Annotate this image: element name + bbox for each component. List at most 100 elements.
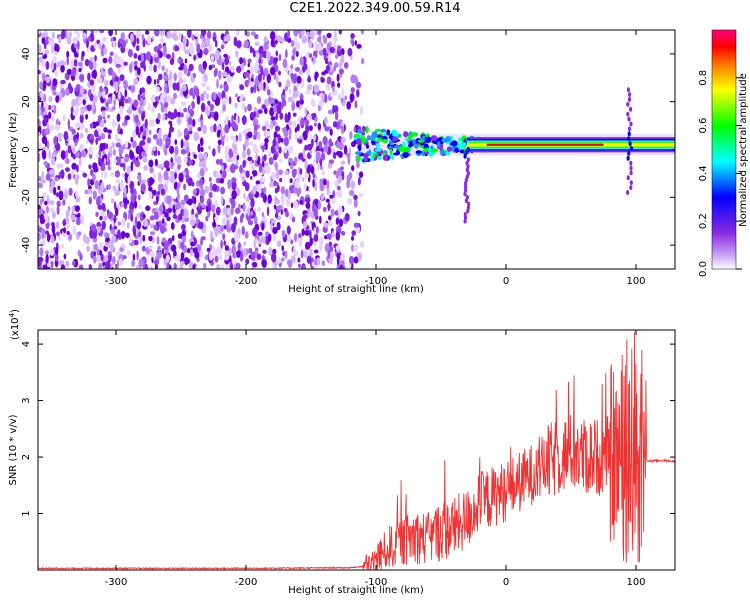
heatmap-cell bbox=[51, 43, 54, 54]
heatmap-cell bbox=[38, 209, 43, 216]
heatmap-cell bbox=[107, 158, 110, 167]
heatmap-cell bbox=[288, 158, 294, 163]
signal-blob bbox=[391, 154, 395, 161]
heatmap-cell bbox=[117, 66, 121, 74]
heatmap-cell bbox=[178, 42, 182, 49]
heatmap-cell bbox=[223, 224, 227, 230]
y-tick-label: 20 bbox=[21, 95, 32, 108]
heatmap-cell bbox=[44, 116, 48, 126]
heatmap-cell bbox=[282, 89, 286, 96]
heatmap-cell bbox=[222, 104, 226, 112]
heatmap-cell bbox=[74, 177, 79, 185]
heatmap-cell bbox=[274, 266, 277, 269]
heatmap-cell bbox=[239, 57, 243, 65]
heatmap-cell bbox=[326, 187, 330, 194]
heatmap-cell bbox=[284, 86, 289, 91]
heatmap-cell bbox=[57, 185, 61, 191]
heatmap-cell bbox=[282, 127, 287, 133]
heatmap-cell bbox=[311, 57, 314, 62]
heatmap-cell bbox=[338, 264, 344, 269]
signal-blob bbox=[461, 142, 467, 146]
spike-mark bbox=[626, 111, 630, 117]
heatmap-cell bbox=[152, 189, 157, 196]
heatmap-cell bbox=[219, 84, 223, 89]
heatmap-cell bbox=[260, 177, 266, 183]
heatmap-cell bbox=[44, 200, 48, 206]
heatmap-cell bbox=[65, 215, 70, 225]
heatmap-cell bbox=[321, 260, 326, 266]
heatmap-cell bbox=[132, 253, 136, 261]
heatmap-cell bbox=[315, 226, 319, 235]
heatmap-cell bbox=[311, 266, 314, 269]
heatmap-cell bbox=[336, 185, 341, 191]
y-tick-label: -20 bbox=[21, 189, 32, 205]
heatmap-cell bbox=[182, 78, 187, 83]
heatmap-cell bbox=[191, 208, 195, 216]
heatmap-cell bbox=[303, 214, 308, 220]
heatmap-cell bbox=[153, 53, 159, 58]
heatmap-cell bbox=[226, 207, 232, 216]
colorbar-label: Normalized spectral amplitude bbox=[738, 73, 749, 227]
heatmap-cell bbox=[133, 78, 139, 85]
heatmap-cell bbox=[231, 177, 237, 184]
heatmap-cell bbox=[121, 40, 127, 48]
heatmap-cell bbox=[87, 188, 93, 195]
heatmap-cell bbox=[231, 222, 236, 233]
heatmap-cell bbox=[135, 30, 142, 39]
heatmap-cell bbox=[154, 263, 158, 269]
heatmap-cell bbox=[113, 159, 118, 164]
heatmap-cell bbox=[156, 251, 162, 259]
heatmap-cell bbox=[77, 231, 82, 236]
heatmap-cell bbox=[200, 119, 203, 129]
heatmap-cell bbox=[96, 196, 101, 207]
heatmap-cell bbox=[55, 192, 60, 198]
heatmap-cell bbox=[66, 68, 72, 76]
heatmap-cell bbox=[280, 186, 286, 195]
spike-mark bbox=[466, 147, 470, 152]
heatmap-cell bbox=[261, 104, 266, 110]
heatmap-cell bbox=[296, 124, 300, 132]
heatmap-cell bbox=[148, 159, 154, 168]
heatmap-cell bbox=[267, 194, 272, 204]
heatmap-cell bbox=[108, 145, 113, 155]
heatmap-cell bbox=[99, 216, 103, 221]
heatmap-cell bbox=[70, 169, 75, 176]
heatmap-cell bbox=[215, 177, 221, 184]
heatmap-cell bbox=[48, 96, 53, 103]
heatmap-cell bbox=[77, 249, 81, 257]
signal-blob bbox=[368, 149, 372, 157]
heatmap-cell bbox=[326, 32, 332, 39]
heatmap-cell bbox=[214, 40, 218, 48]
heatmap-cell bbox=[151, 94, 157, 103]
heatmap-cell bbox=[292, 200, 299, 209]
heatmap-cell bbox=[246, 195, 250, 203]
heatmap-cell bbox=[52, 211, 56, 219]
multiplier-label: (x104) bbox=[8, 309, 21, 340]
heatmap-cell bbox=[300, 117, 305, 127]
heatmap-cell bbox=[324, 144, 329, 153]
heatmap-cell bbox=[327, 250, 331, 259]
heatmap-cell bbox=[235, 93, 238, 98]
heatmap-cell bbox=[249, 81, 255, 89]
heatmap-cell bbox=[82, 172, 88, 178]
heatmap-cell bbox=[292, 73, 297, 84]
heatmap-cell bbox=[320, 165, 323, 170]
heatmap-cell bbox=[204, 167, 208, 172]
heatmap-cell bbox=[72, 153, 76, 160]
heatmap-cell bbox=[241, 102, 246, 111]
heatmap-cell bbox=[208, 191, 213, 199]
heatmap-cell bbox=[158, 220, 162, 228]
signal-blob bbox=[451, 140, 458, 147]
heatmap-cell bbox=[90, 250, 94, 259]
heatmap-cell bbox=[304, 160, 308, 170]
heatmap-cell bbox=[336, 140, 340, 149]
heatmap-cell bbox=[183, 156, 188, 164]
heatmap-cell bbox=[273, 60, 277, 65]
heatmap-cell bbox=[113, 53, 119, 63]
heatmap-cell bbox=[241, 150, 246, 159]
heatmap-cell bbox=[241, 175, 245, 182]
heatmap-cell bbox=[140, 179, 147, 184]
heatmap-cell bbox=[324, 93, 328, 104]
heatmap-cell bbox=[235, 262, 241, 269]
heatmap-cell bbox=[111, 142, 116, 149]
